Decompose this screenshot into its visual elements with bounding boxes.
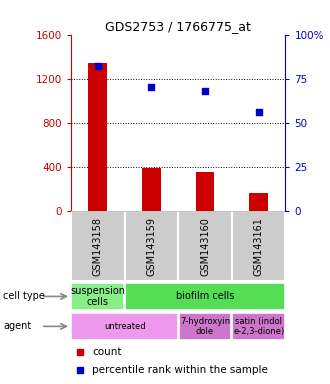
- Text: percentile rank within the sample: percentile rank within the sample: [92, 366, 268, 376]
- Bar: [178, 211, 232, 281]
- Bar: [179, 313, 231, 340]
- Bar: [232, 211, 285, 281]
- Point: [149, 84, 154, 91]
- Point: [95, 63, 100, 70]
- Text: GSM143161: GSM143161: [254, 217, 264, 276]
- Bar: [125, 211, 178, 281]
- Text: count: count: [92, 347, 122, 357]
- Point: [256, 109, 261, 115]
- Text: GSM143159: GSM143159: [147, 217, 156, 276]
- Text: 7-hydroxyin
dole: 7-hydroxyin dole: [180, 317, 230, 336]
- Bar: [249, 193, 268, 211]
- Bar: [88, 63, 107, 211]
- Bar: [196, 172, 214, 211]
- Text: GSM143158: GSM143158: [93, 217, 103, 276]
- Bar: [72, 313, 178, 340]
- Text: agent: agent: [3, 321, 32, 331]
- Text: suspension
cells: suspension cells: [70, 286, 125, 307]
- Text: untreated: untreated: [104, 322, 146, 331]
- Bar: [71, 211, 125, 281]
- Text: biofilm cells: biofilm cells: [176, 291, 234, 301]
- Title: GDS2753 / 1766775_at: GDS2753 / 1766775_at: [105, 20, 251, 33]
- Text: satin (indol
e-2,3-dione): satin (indol e-2,3-dione): [233, 317, 284, 336]
- Bar: [72, 283, 124, 310]
- Point: [202, 88, 208, 94]
- Text: cell type: cell type: [3, 291, 45, 301]
- Bar: [232, 313, 285, 340]
- Bar: [125, 283, 285, 310]
- Bar: [142, 168, 161, 211]
- Text: GSM143160: GSM143160: [200, 217, 210, 276]
